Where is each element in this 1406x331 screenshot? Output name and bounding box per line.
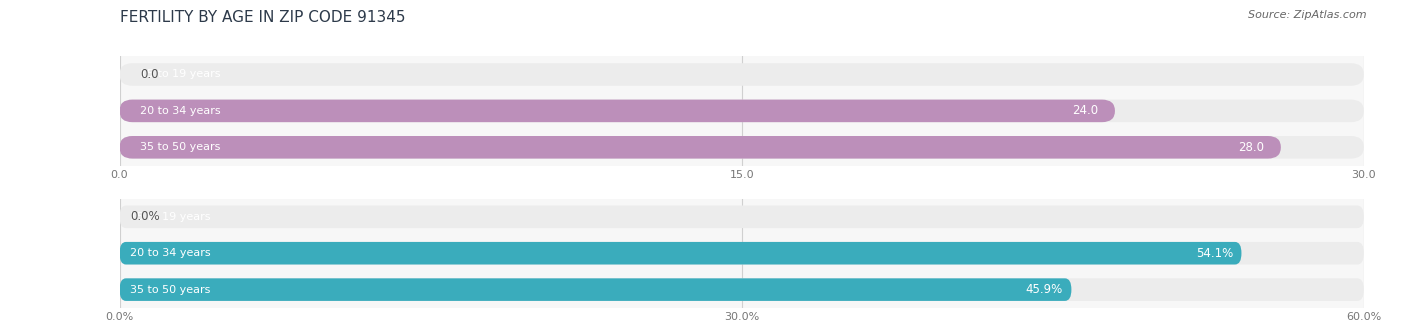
FancyBboxPatch shape	[120, 63, 1364, 86]
Text: Source: ZipAtlas.com: Source: ZipAtlas.com	[1249, 10, 1367, 20]
Text: 28.0: 28.0	[1239, 141, 1264, 154]
FancyBboxPatch shape	[120, 278, 1364, 301]
Text: 35 to 50 years: 35 to 50 years	[129, 285, 211, 295]
Text: 0.0%: 0.0%	[129, 210, 159, 223]
FancyBboxPatch shape	[120, 206, 1364, 228]
Text: 35 to 50 years: 35 to 50 years	[141, 142, 221, 152]
FancyBboxPatch shape	[120, 100, 1364, 122]
Text: FERTILITY BY AGE IN ZIP CODE 91345: FERTILITY BY AGE IN ZIP CODE 91345	[120, 10, 405, 25]
Text: 54.1%: 54.1%	[1197, 247, 1233, 260]
Text: 24.0: 24.0	[1073, 104, 1098, 118]
Text: 45.9%: 45.9%	[1026, 283, 1063, 296]
FancyBboxPatch shape	[120, 242, 1241, 264]
Text: 0.0: 0.0	[141, 68, 159, 81]
Text: 15 to 19 years: 15 to 19 years	[129, 212, 211, 222]
Text: 15 to 19 years: 15 to 19 years	[141, 70, 221, 79]
FancyBboxPatch shape	[120, 136, 1364, 159]
FancyBboxPatch shape	[120, 242, 1364, 264]
FancyBboxPatch shape	[120, 278, 1071, 301]
FancyBboxPatch shape	[120, 100, 1115, 122]
Text: 20 to 34 years: 20 to 34 years	[129, 248, 211, 258]
FancyBboxPatch shape	[120, 136, 1281, 159]
Text: 20 to 34 years: 20 to 34 years	[141, 106, 221, 116]
